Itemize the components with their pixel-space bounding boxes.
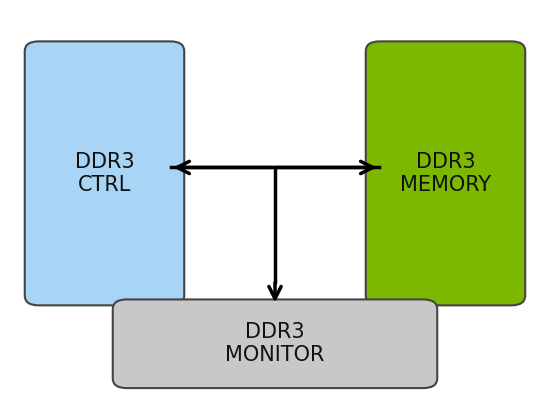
FancyBboxPatch shape xyxy=(113,299,437,388)
Text: DDR3
CTRL: DDR3 CTRL xyxy=(75,152,134,195)
Text: DDR3
MONITOR: DDR3 MONITOR xyxy=(226,322,324,365)
FancyBboxPatch shape xyxy=(25,41,184,305)
Text: DDR3
MEMORY: DDR3 MEMORY xyxy=(400,152,491,195)
FancyBboxPatch shape xyxy=(366,41,525,305)
